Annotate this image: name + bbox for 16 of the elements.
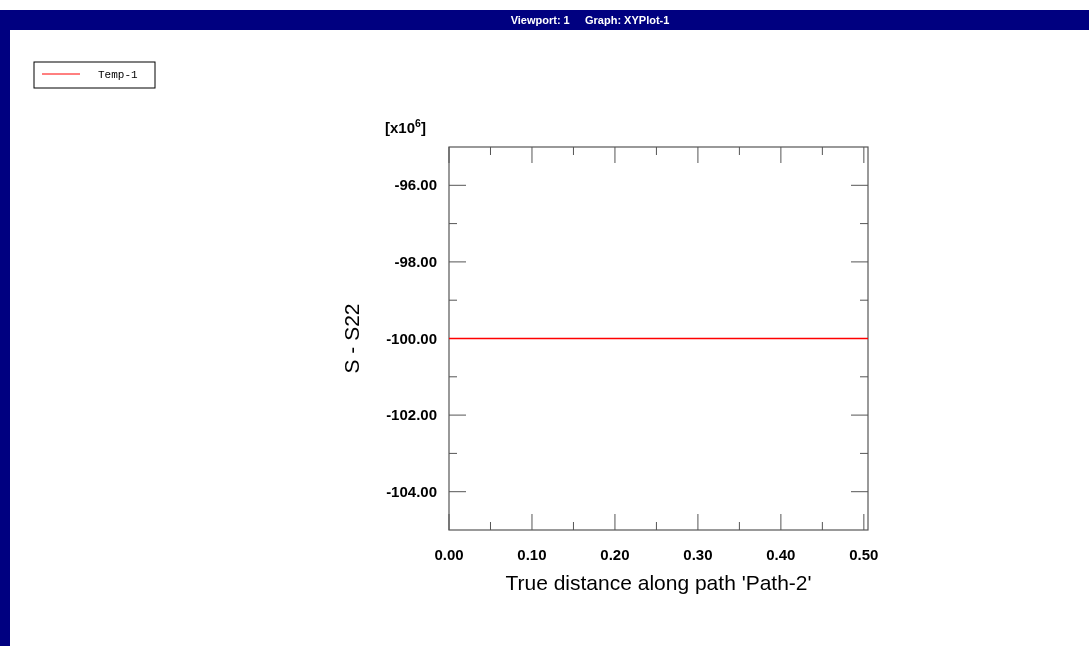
x-tick-label: 0.40 [766,546,796,563]
x-tick-label: 0.30 [683,546,713,563]
y-axis-title: S - S22 [340,303,363,374]
y-tick-label: -96.00 [394,176,437,194]
y-tick-label: -104.00 [386,482,437,500]
chart-title: Viewport: 1 Graph: XYPlot-1 [510,14,670,26]
text: [x10$^{6}$] [385,117,426,136]
y-tick-label: -98.00 [394,252,437,270]
x-tick-label: 0.10 [517,546,547,563]
y-tick-label: -102.00 [386,406,437,424]
y-tick-label: -100.00 [386,329,437,347]
x-tick-label: 0.00 [434,546,464,563]
x-tick-label: 0.50 [849,546,879,563]
legend-label: Temp-1 [98,69,139,81]
x-tick-label: 0.20 [600,546,630,563]
x-axis-title: True distance along path 'Path-2' [505,571,812,594]
